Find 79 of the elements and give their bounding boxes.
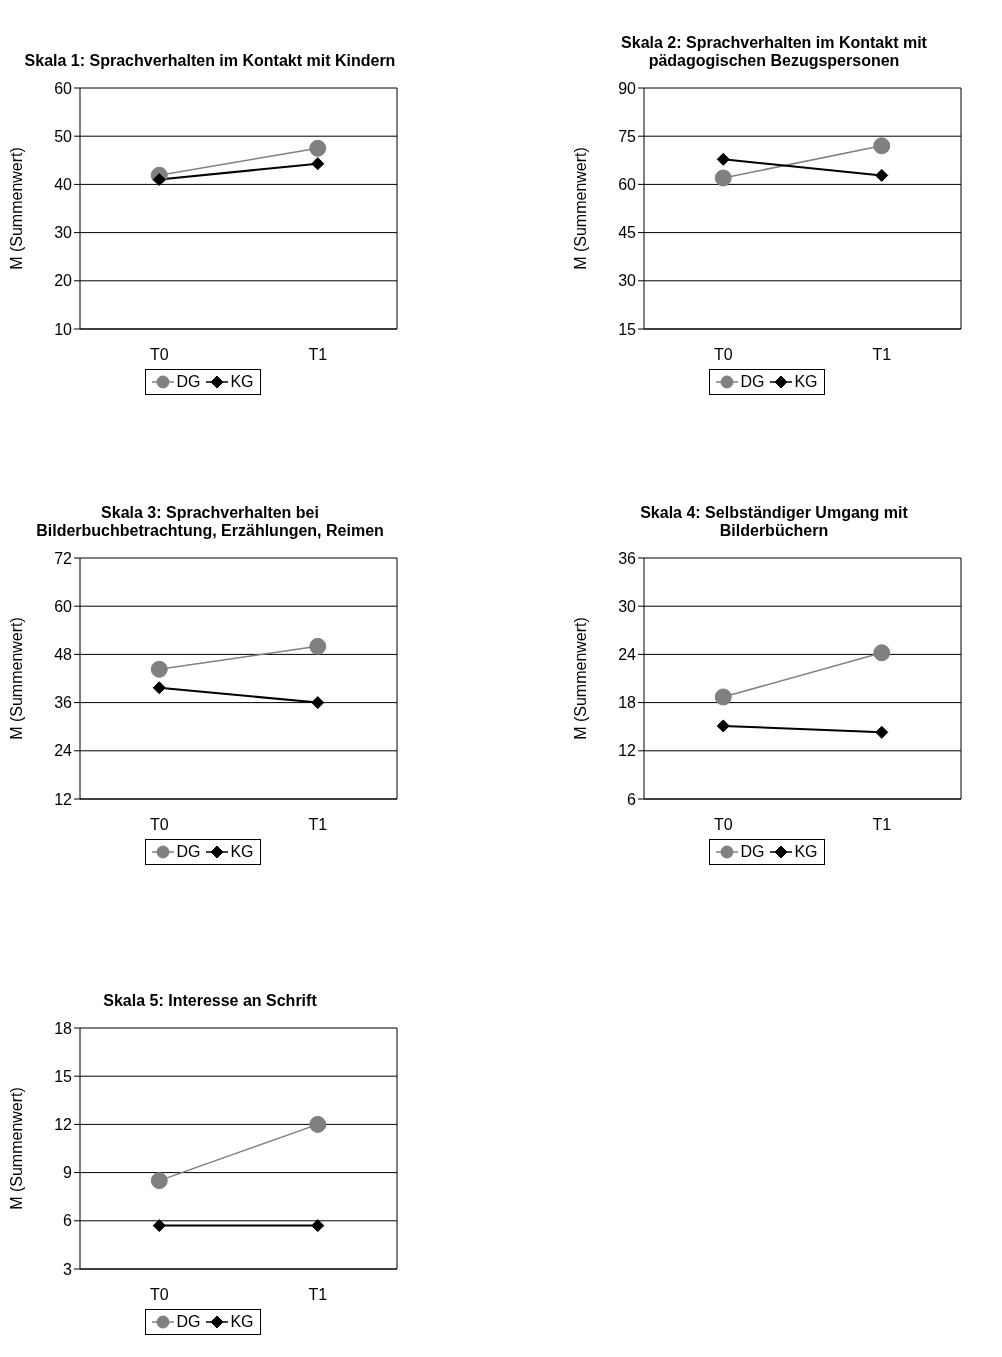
point [873, 137, 891, 155]
y-tick-label: 18 [618, 694, 637, 712]
chart-title: Skala 4: Selbständiger Umgang mit Bilderbüchern [639, 503, 909, 540]
y-tick-label: 75 [618, 127, 637, 145]
point [152, 681, 166, 695]
y-tick-label: 12 [618, 742, 637, 760]
y-tick-label: 24 [618, 646, 637, 664]
point [152, 173, 166, 187]
point [152, 1219, 166, 1233]
legend-label: DG [740, 843, 765, 861]
y-tick-label: 6 [627, 790, 637, 808]
legend-label: KG [794, 373, 818, 391]
x-tick-label: T1 [308, 816, 328, 834]
y-tick-label: 72 [54, 549, 73, 567]
y-tick-label: 24 [54, 742, 73, 760]
x-tick-label: T1 [308, 1286, 328, 1304]
y-tick-label: 20 [54, 272, 73, 290]
point [714, 169, 732, 187]
point [716, 719, 730, 733]
legend-label: DG [176, 843, 201, 861]
legend-label: KG [230, 1313, 254, 1331]
point [714, 688, 732, 706]
point [150, 1172, 168, 1190]
x-tick-label: T0 [149, 346, 169, 364]
y-axis-title: M (Summenwert) [7, 1087, 25, 1210]
point [309, 1115, 327, 1133]
x-tick-label: T0 [149, 816, 169, 834]
y-tick-label: 18 [54, 1019, 73, 1037]
y-tick-label: 9 [63, 1164, 73, 1182]
chart-title: Skala 1: Sprachverhalten im Kontakt mit Kindern [23, 51, 397, 70]
legend-label: KG [230, 373, 254, 391]
y-tick-label: 12 [54, 790, 73, 808]
legend-label: KG [794, 843, 818, 861]
y-tick-label: 30 [54, 224, 73, 242]
y-tick-label: 60 [618, 176, 637, 194]
point [875, 725, 889, 739]
x-tick-label: T0 [713, 816, 733, 834]
y-tick-label: 50 [54, 127, 73, 145]
chart-title: Skala 2: Sprachverhalten im Kontakt mit pädagogischen Bezugspersonen [620, 33, 928, 70]
y-tick-label: 30 [618, 272, 637, 290]
y-tick-label: 40 [54, 176, 73, 194]
x-tick-label: T0 [713, 346, 733, 364]
point [875, 168, 889, 182]
y-tick-label: 48 [54, 646, 73, 664]
y-tick-label: 3 [63, 1260, 73, 1278]
y-tick-label: 15 [54, 1067, 73, 1085]
y-tick-label: 6 [63, 1212, 73, 1230]
y-axis-title: M (Summenwert) [571, 617, 589, 740]
point [150, 660, 168, 678]
y-tick-label: 36 [618, 549, 637, 567]
legend-label: DG [176, 373, 201, 391]
point [716, 152, 730, 166]
y-axis-title: M (Summenwert) [7, 147, 25, 270]
y-axis-title: M (Summenwert) [7, 617, 25, 740]
y-tick-label: 10 [54, 320, 73, 338]
y-tick-label: 90 [618, 79, 637, 97]
point [309, 637, 327, 655]
y-tick-label: 30 [618, 597, 637, 615]
y-tick-label: 45 [618, 224, 637, 242]
chart-title: Skala 5: Interesse an Schrift [102, 991, 318, 1010]
legend-label: DG [740, 373, 765, 391]
x-tick-label: T0 [149, 1286, 169, 1304]
y-axis-title: M (Summenwert) [571, 147, 589, 270]
y-tick-label: 12 [54, 1116, 73, 1134]
point [309, 139, 327, 157]
chart-title: Skala 3: Sprachverhalten bei Bilderbuchbetrachtung, Erzählungen, Reimen [35, 503, 385, 540]
legend-label: DG [176, 1313, 201, 1331]
y-tick-label: 15 [618, 320, 637, 338]
point [311, 696, 325, 710]
y-tick-label: 60 [54, 597, 73, 615]
x-tick-label: T1 [872, 816, 892, 834]
point [873, 644, 891, 662]
y-tick-label: 60 [54, 79, 73, 97]
point [311, 157, 325, 171]
x-tick-label: T1 [872, 346, 892, 364]
legend-label: KG [230, 843, 254, 861]
x-tick-label: T1 [308, 346, 328, 364]
y-tick-label: 36 [54, 694, 73, 712]
point [311, 1219, 325, 1233]
